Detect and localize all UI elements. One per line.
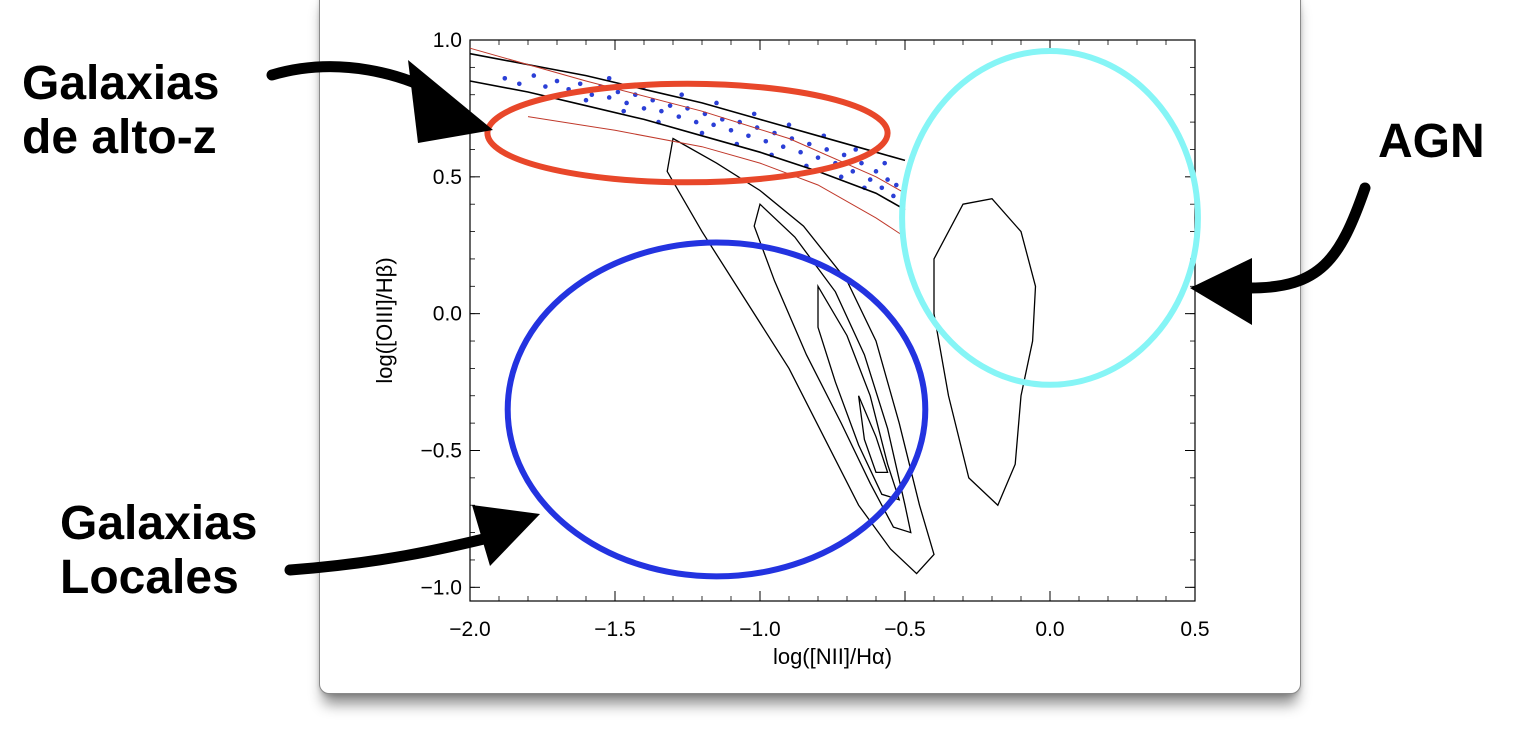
high-z-galaxy-point: [894, 182, 899, 188]
high-z-galaxy-point: [728, 128, 734, 133]
model-curve: [469, 47, 906, 194]
agn-region-ellipse: [899, 47, 1201, 388]
x-tick-label: −0.5: [884, 618, 925, 641]
high-z-galaxy-point: [879, 185, 885, 191]
high-z-galaxy-point: [554, 78, 560, 84]
x-axis-label: log([NII]/Hα): [773, 644, 892, 669]
high-z-galaxy-point: [838, 174, 844, 180]
plot-frame: [469, 39, 1196, 602]
high-z-galaxy-point: [543, 84, 548, 89]
high-z-galaxy-point: [873, 169, 879, 174]
high-z-galaxy-point: [853, 147, 858, 152]
high-z-galaxy-point: [798, 149, 803, 155]
high-z-arrow-head: [408, 60, 493, 143]
local-arrow-shaft: [284, 529, 506, 576]
high-z-galaxy-point: [667, 103, 673, 108]
x-tick-label: −1.5: [594, 618, 635, 641]
y-tick-label: −0.5: [421, 439, 462, 462]
high-z-galaxy-point: [711, 122, 716, 128]
high-z-galaxy-point: [786, 122, 792, 128]
high-z-galaxy-point: [824, 147, 829, 152]
high-z-galaxy-point: [641, 106, 647, 111]
x-tick-label: −1.0: [739, 618, 780, 641]
high-z-galaxy-point: [885, 177, 890, 182]
agn-arrow-shaft: [1244, 182, 1371, 294]
high-z-galaxy-point: [659, 108, 664, 114]
y-tick-label: 0.0: [433, 303, 462, 326]
high-z-galaxy-point: [763, 138, 769, 144]
high-z-galaxy-point: [606, 95, 612, 100]
high-z-galaxy-point: [751, 111, 757, 117]
callout-agn: AGN: [1378, 115, 1485, 168]
y-axis-label: log([OIII]/Hβ): [372, 257, 397, 383]
x-tick-label: 0.5: [1180, 618, 1209, 641]
density-contour: [933, 197, 1037, 507]
callout-high-z-galaxies: Galaxias de alto-z: [22, 57, 220, 164]
high-z-galaxy-point: [577, 81, 583, 87]
y-tick-label: 0.5: [433, 166, 462, 189]
high-z-galaxy-point: [589, 92, 595, 98]
high-z-galaxy-point: [746, 133, 751, 139]
density-contour: [666, 137, 935, 575]
high-z-galaxy-point: [699, 130, 705, 136]
high-z-galaxy-point: [882, 160, 887, 166]
high-z-galaxy-point: [624, 100, 629, 106]
high-z-region-ellipse: [484, 80, 891, 186]
density-contour: [753, 202, 912, 534]
high-z-galaxy-point: [615, 89, 621, 95]
high-z-galaxy-point: [780, 144, 786, 150]
density-contour: [857, 395, 889, 474]
high-z-galaxy-point: [676, 114, 682, 119]
figure-panel: [319, 0, 1301, 694]
high-z-galaxy-point: [502, 76, 508, 81]
high-z-galaxy-point: [693, 119, 699, 125]
high-z-galaxy-point: [714, 100, 719, 106]
high-z-galaxy-point: [891, 193, 896, 199]
high-z-galaxy-point: [517, 81, 522, 87]
high-z-galaxy-point: [679, 92, 684, 98]
high-z-galaxy-point: [815, 155, 821, 160]
high-z-galaxy-point: [606, 76, 612, 81]
high-z-galaxy-point: [850, 169, 856, 174]
density-contour: [817, 283, 901, 501]
model-curve: [469, 52, 906, 162]
y-tick-label: −1.0: [421, 576, 462, 599]
high-z-galaxy-point: [859, 160, 864, 166]
high-z-galaxy-point: [531, 73, 537, 78]
high-z-galaxy-point: [807, 141, 812, 147]
local-galaxies-ellipse: [504, 239, 929, 580]
high-z-galaxy-point: [621, 108, 626, 114]
high-z-galaxy-point: [583, 97, 589, 103]
x-tick-label: −2.0: [449, 618, 490, 641]
local-arrow-head: [472, 505, 540, 566]
y-tick-label: 1.0: [433, 29, 462, 52]
x-tick-label: 0.0: [1035, 618, 1064, 641]
high-z-galaxy-point: [867, 177, 873, 182]
high-z-galaxy-point: [841, 152, 847, 158]
agn-arrow-head: [1190, 258, 1252, 325]
callout-local-galaxies: Galaxias Locales: [60, 497, 258, 604]
model-curve: [527, 116, 906, 238]
